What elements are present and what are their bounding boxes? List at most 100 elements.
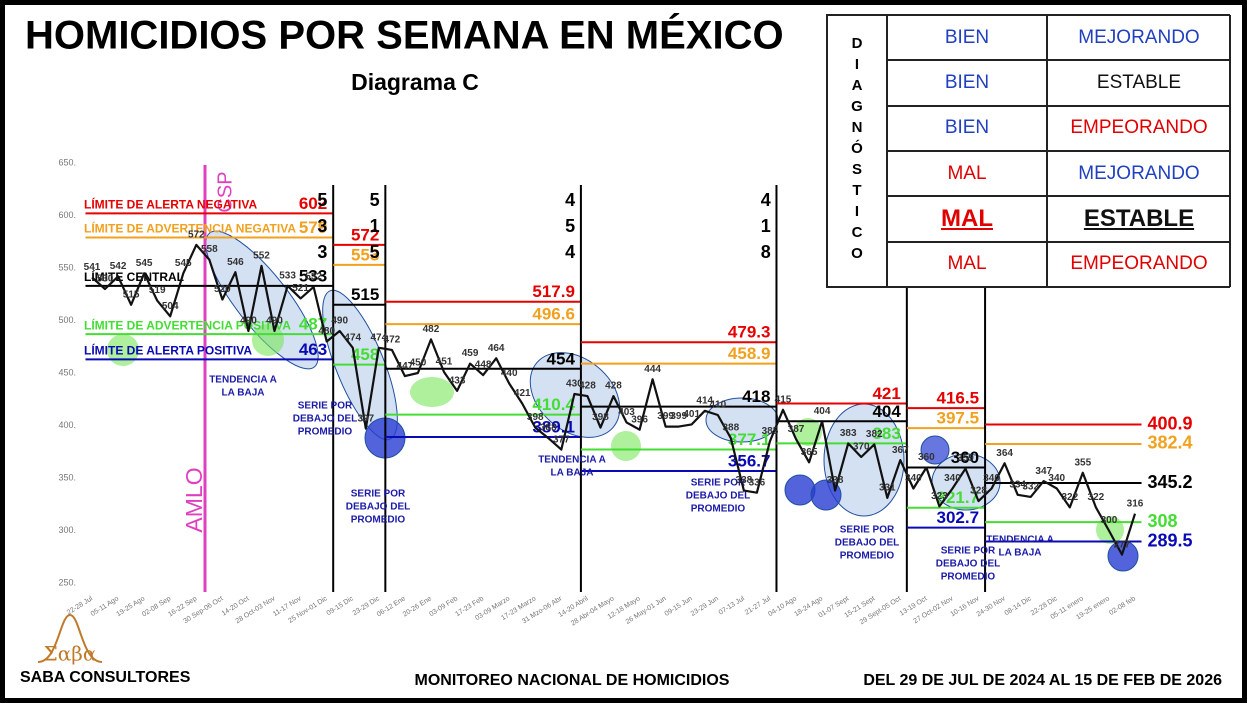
x-tick-label: 20-26 Ene xyxy=(402,595,433,618)
data-label: 355 xyxy=(1075,457,1092,468)
data-label: 545 xyxy=(175,258,192,269)
annotation: SERIE POR xyxy=(691,478,746,489)
data-label: 399 xyxy=(670,411,687,422)
annotation: SERIE POR xyxy=(840,525,895,536)
data-label: 520 xyxy=(214,284,231,295)
x-tick-label: 09-15 Jun xyxy=(664,595,694,617)
annotation: TENDENCIA A xyxy=(986,535,1054,546)
annotation: DEBAJO DEL xyxy=(346,502,410,513)
diagnostic-trend: ESTABLE xyxy=(1047,196,1231,242)
limit-label: 496.6 xyxy=(532,305,575,324)
data-label: 322 xyxy=(1061,492,1078,503)
data-label: 367 xyxy=(892,445,909,456)
center-label: 533 xyxy=(312,190,332,268)
data-label: 430 xyxy=(566,379,583,390)
limit-label: 400.9 xyxy=(1148,413,1193,433)
x-tick-label: 23-29 Jun xyxy=(690,595,720,617)
data-label: 532 xyxy=(305,272,322,283)
limit-label: 308 xyxy=(1148,511,1178,531)
data-label: 521 xyxy=(292,283,309,294)
data-label: 552 xyxy=(253,251,270,262)
limit-label: 533 xyxy=(299,266,327,285)
limit-label: 421 xyxy=(872,384,900,403)
limit-label: 602 xyxy=(299,194,327,213)
y-tick-label: 550. xyxy=(58,262,76,272)
x-tick-label: 07-13 Jul xyxy=(718,595,747,616)
data-label: 277 xyxy=(1114,539,1131,550)
diagnostic-trend: MEJORANDO xyxy=(1047,150,1231,197)
data-label: 542 xyxy=(110,261,127,272)
diagnostic-trend: ESTABLE xyxy=(1047,60,1231,106)
limit-name: LÍMITE DE ALERTA NEGATIVA xyxy=(84,197,257,212)
x-tick-label: 09-15 Dic xyxy=(326,595,356,617)
diagnostic-state: BIEN xyxy=(887,105,1047,151)
company-name: SABA CONSULTORES xyxy=(20,669,191,686)
data-label: 322 xyxy=(1088,492,1105,503)
data-label: 399 xyxy=(657,411,674,422)
limit-label: 377.1 xyxy=(728,430,771,449)
data-label: 365 xyxy=(801,447,818,458)
data-label: 428 xyxy=(579,381,596,392)
highlight-circle xyxy=(784,474,816,506)
data-label: 448 xyxy=(475,360,492,371)
data-label: 530 xyxy=(97,274,114,285)
diagnostic-label: DIAGNÓSTICO xyxy=(827,15,887,287)
data-label: 332 xyxy=(1022,482,1039,493)
y-tick-label: 450. xyxy=(58,367,76,377)
era-label: CSP xyxy=(214,171,236,212)
y-tick-label: 250. xyxy=(58,577,76,587)
diagnostic-state: MAL xyxy=(887,241,1047,287)
data-label: 334 xyxy=(1009,479,1026,490)
diagnostic-state: BIEN xyxy=(887,60,1047,106)
limit-name: LÍMITE DE ALERTA POSITIVA xyxy=(84,343,252,358)
center-label: 515 xyxy=(365,190,385,268)
data-label: 328 xyxy=(970,486,987,497)
annotation: DEBAJO DEL xyxy=(686,491,750,502)
limit-label: 463 xyxy=(299,340,327,359)
limit-label: 553 xyxy=(351,245,379,264)
annotation: PROMEDIO xyxy=(351,515,406,526)
data-label: 440 xyxy=(501,368,518,379)
data-label: 451 xyxy=(436,357,453,368)
data-label: 428 xyxy=(605,381,622,392)
data-label: 383 xyxy=(840,428,857,439)
y-tick-label: 300. xyxy=(58,525,76,535)
limit-label: 517.9 xyxy=(532,282,575,301)
data-label: 490 xyxy=(266,316,283,327)
data-label: 519 xyxy=(149,285,166,296)
diagnostic-trend: EMPEORANDO xyxy=(1047,105,1231,151)
limit-label: 579 xyxy=(299,218,327,237)
data-label: 403 xyxy=(618,407,635,418)
limit-label: 410.4 xyxy=(532,395,575,414)
data-label: 387 xyxy=(788,424,805,435)
highlight-circle xyxy=(920,435,950,465)
program-name: MONITOREO NACIONAL DE HOMICIDIOS xyxy=(415,672,730,689)
annotation: TENDENCIA A xyxy=(538,455,606,466)
data-label: 401 xyxy=(683,409,700,420)
data-label: 396 xyxy=(631,414,648,425)
y-tick-label: 600. xyxy=(58,210,76,220)
limit-label: 515 xyxy=(351,285,379,304)
data-label: 472 xyxy=(384,335,401,346)
limit-label: 389.1 xyxy=(532,417,575,436)
data-label: 404 xyxy=(814,406,831,417)
data-label: 359 xyxy=(957,453,974,464)
data-label: 459 xyxy=(462,348,479,359)
data-label: 444 xyxy=(644,364,661,375)
data-label: 410 xyxy=(709,400,726,411)
diagnostic-state: MAL xyxy=(887,150,1047,197)
limit-label: 479.3 xyxy=(728,323,771,342)
limit-label: 302.7 xyxy=(937,508,980,527)
chart-title: HOMICIDIOS POR SEMANA EN MÉXICO xyxy=(25,13,784,58)
data-line xyxy=(91,243,1137,556)
data-label: 382 xyxy=(866,429,883,440)
data-label: 388 xyxy=(540,423,557,434)
highlight-circle xyxy=(107,334,139,366)
diagnostic-table: DIAGNÓSTICO BIEN MEJORANDO BIEN ESTABLE BIEN… xyxy=(826,14,1231,288)
data-label: 515 xyxy=(123,289,140,300)
limit-label: 572 xyxy=(351,225,379,244)
green-highlights xyxy=(107,324,1124,544)
